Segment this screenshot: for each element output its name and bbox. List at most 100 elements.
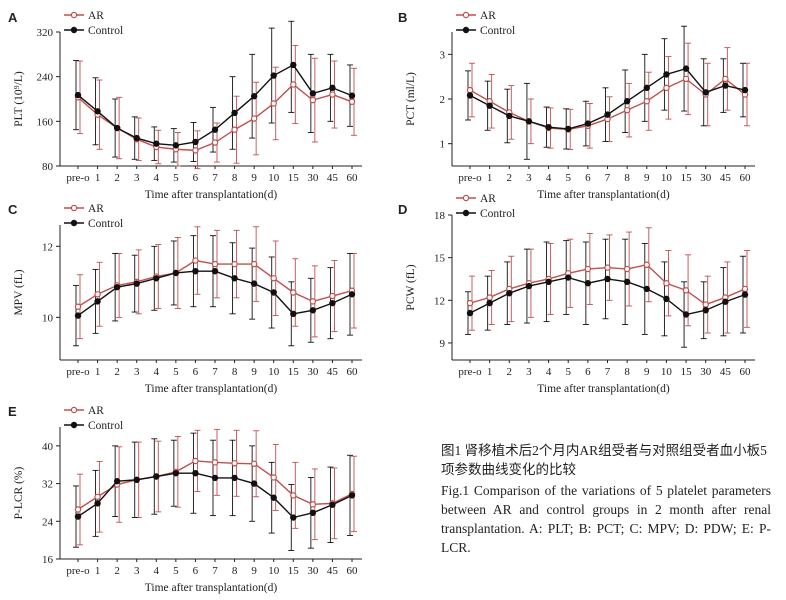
- data-point-control: [722, 298, 729, 305]
- data-point-control: [290, 310, 297, 318]
- caption-chinese: 图1 肾移植术后2个月内AR组受者与对照组受者血小板5项参数曲线变化的比较: [441, 443, 767, 477]
- data-point-control: [74, 312, 82, 319]
- data-point-control: [153, 275, 160, 282]
- x-axis-title: Time after transplantation(d): [537, 189, 670, 201]
- x-tick-label: 45: [327, 172, 339, 184]
- x-tick-label: 6: [585, 172, 591, 184]
- legend-marker: [70, 204, 78, 212]
- y-tick-label: 3: [440, 49, 446, 61]
- x-tick-label: 30: [307, 172, 319, 184]
- data-point-control: [466, 309, 474, 317]
- data-point-control: [486, 102, 493, 109]
- x-tick-label: 60: [347, 565, 359, 577]
- data-point-control: [133, 134, 140, 142]
- x-tick-label: 1: [95, 565, 101, 577]
- panel-label: B: [398, 10, 407, 25]
- x-tick-label: 4: [546, 366, 552, 378]
- x-tick-label: 7: [212, 172, 218, 184]
- data-point-control: [270, 289, 277, 296]
- data-point-control: [525, 282, 533, 290]
- data-point-control: [290, 514, 297, 521]
- data-point-control: [682, 311, 690, 318]
- data-point-ar: [329, 91, 336, 98]
- data-point-control: [309, 307, 317, 314]
- data-point-control: [172, 269, 180, 277]
- data-point-ar: [231, 460, 238, 467]
- x-tick-label: 45: [720, 366, 732, 378]
- x-tick-label: 6: [585, 366, 591, 378]
- x-tick-label: pre-o: [66, 366, 90, 378]
- x-tick-label: 1: [487, 172, 493, 184]
- figure-caption: 图1 肾移植术后2个月内AR组受者与对照组受者血小板5项参数曲线变化的比较 Fi…: [441, 441, 771, 557]
- x-tick-label: 15: [288, 366, 300, 378]
- y-tick-label: 80: [42, 161, 54, 173]
- data-point-ar: [211, 459, 219, 466]
- x-tick-label: 2: [507, 366, 513, 378]
- data-point-control: [486, 299, 493, 307]
- x-tick-label: 1: [95, 366, 101, 378]
- y-axis-title: PCT (ml/L): [405, 72, 417, 126]
- legend-label: Control: [88, 25, 123, 37]
- x-tick-label: 4: [546, 172, 552, 184]
- y-tick-label: 320: [37, 27, 54, 39]
- x-tick-label: 10: [661, 172, 673, 184]
- x-tick-label: 9: [251, 565, 257, 577]
- x-tick-label: 2: [114, 366, 120, 378]
- x-tick-label: 3: [134, 172, 140, 184]
- data-point-ar: [604, 264, 611, 271]
- data-point-ar: [309, 298, 317, 305]
- data-point-ar: [270, 474, 277, 481]
- legend-marker: [70, 421, 78, 429]
- data-point-ar: [270, 275, 277, 282]
- data-point-ar: [74, 303, 82, 310]
- y-tick-label: 18: [434, 210, 446, 222]
- data-point-ar: [192, 147, 199, 154]
- y-tick-label: 15: [434, 253, 446, 265]
- x-tick-label: 7: [212, 366, 218, 378]
- data-point-ar: [348, 98, 356, 105]
- x-tick-label: 2: [114, 565, 120, 577]
- y-tick-label: 9: [440, 338, 446, 350]
- data-point-ar: [309, 96, 317, 104]
- x-tick-label: 45: [327, 366, 339, 378]
- data-point-control: [153, 473, 160, 480]
- data-point-control: [623, 98, 631, 105]
- data-point-ar: [192, 257, 199, 264]
- data-point-ar: [329, 292, 336, 300]
- data-point-ar: [74, 506, 82, 513]
- data-point-ar: [250, 460, 258, 467]
- data-point-control: [270, 72, 277, 79]
- legend-label: AR: [480, 10, 496, 22]
- data-point-ar: [250, 260, 258, 268]
- x-tick-label: pre-o: [66, 172, 90, 184]
- x-tick-label: 4: [154, 565, 160, 577]
- data-point-control: [702, 89, 709, 96]
- data-point-control: [722, 82, 729, 89]
- data-point-control: [133, 280, 140, 287]
- data-point-control: [94, 500, 101, 507]
- legend-marker: [462, 194, 470, 202]
- data-point-ar: [290, 492, 297, 499]
- x-tick-label: 7: [212, 565, 218, 577]
- data-point-ar: [682, 75, 690, 83]
- caption-english: Fig.1 Comparison of the variations of 5 …: [441, 483, 771, 555]
- x-tick-label: 6: [193, 366, 199, 378]
- x-tick-label: 10: [268, 172, 280, 184]
- data-point-control: [741, 86, 749, 94]
- data-point-ar: [290, 289, 297, 296]
- data-point-control: [250, 280, 258, 287]
- x-tick-label: 2: [507, 172, 513, 184]
- x-tick-label: 30: [307, 366, 319, 378]
- data-point-control: [250, 480, 258, 487]
- legend-marker: [70, 219, 78, 227]
- x-axis-title: Time after transplantation(d): [145, 383, 278, 395]
- data-point-control: [172, 142, 180, 149]
- x-tick-label: 45: [720, 172, 732, 184]
- y-tick-label: 2: [440, 94, 446, 106]
- data-point-ar: [682, 287, 690, 294]
- data-point-control: [290, 61, 297, 69]
- data-point-control: [113, 124, 121, 132]
